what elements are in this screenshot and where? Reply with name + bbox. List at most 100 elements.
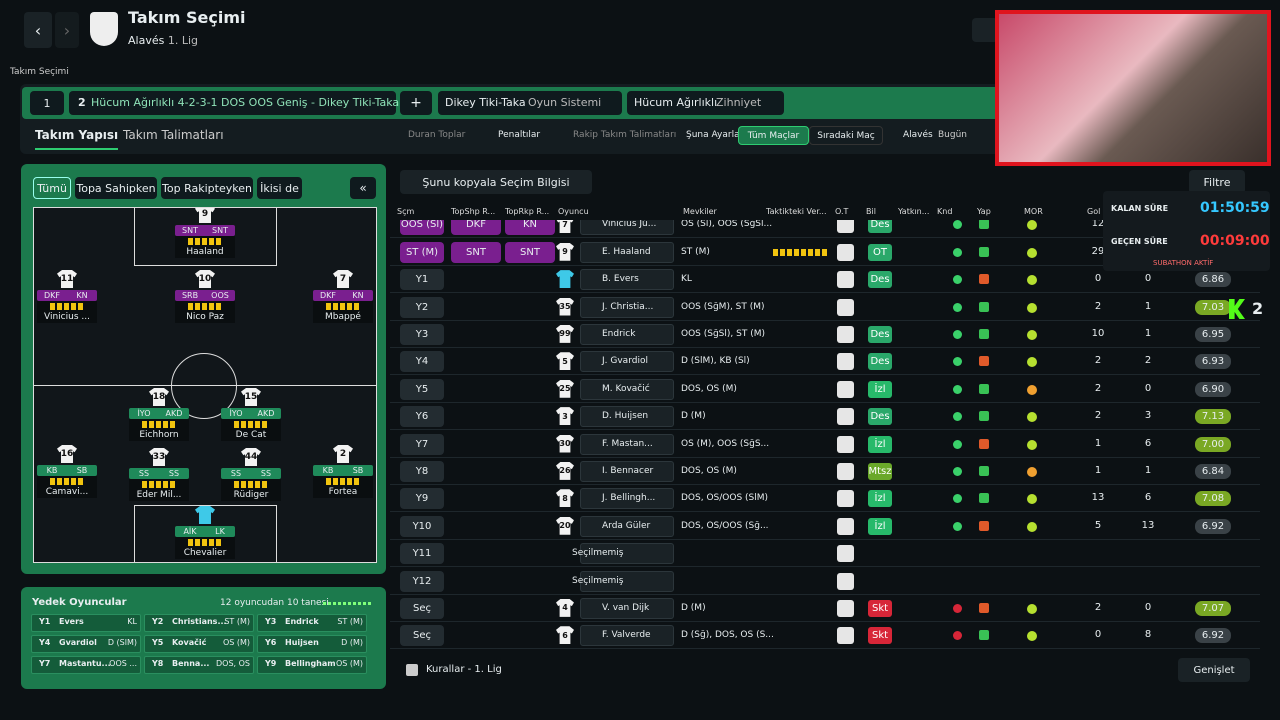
player-select[interactable] <box>580 323 674 345</box>
set-pieces[interactable]: Duran Toplar <box>408 130 466 140</box>
slot-button[interactable]: Y12 <box>400 570 444 592</box>
slot-button[interactable]: Y8 <box>400 460 444 482</box>
forward-button[interactable]: › <box>55 12 79 48</box>
role: AKD <box>257 409 275 418</box>
slot-button[interactable]: Seç <box>400 625 444 647</box>
sub-entry[interactable] <box>31 656 141 674</box>
role: LK <box>215 527 225 536</box>
info-button[interactable] <box>837 627 854 645</box>
expand-button[interactable]: Genişlet <box>1178 658 1250 682</box>
player-select[interactable] <box>580 296 674 318</box>
sub-entry[interactable] <box>257 656 367 674</box>
info-button[interactable] <box>837 435 854 453</box>
add-tactic[interactable]: + <box>400 91 432 115</box>
sub-entry[interactable] <box>31 635 141 653</box>
sub-entry[interactable] <box>257 614 367 632</box>
info-button[interactable] <box>837 325 854 343</box>
player-select[interactable] <box>580 515 674 537</box>
info-button[interactable] <box>837 490 854 508</box>
info-button[interactable] <box>837 545 854 563</box>
slot-button[interactable]: Seç <box>400 597 444 619</box>
info-button[interactable] <box>837 572 854 590</box>
back-button[interactable]: ‹ <box>24 12 52 48</box>
player-select[interactable] <box>580 543 674 565</box>
pitch-filter[interactable]: İkisi de <box>257 177 302 199</box>
info-button[interactable] <box>837 517 854 535</box>
info-button[interactable] <box>837 353 854 371</box>
player-select[interactable] <box>580 570 674 592</box>
sub-entry[interactable] <box>144 656 254 674</box>
tactic-slot[interactable]: 1 <box>30 91 64 115</box>
rules[interactable]: Kurallar - 1. Lig <box>426 664 502 675</box>
pitch-filter[interactable]: Tümü <box>33 177 71 199</box>
system-select[interactable] <box>438 91 622 115</box>
player-select[interactable] <box>580 406 674 428</box>
collapse-button[interactable]: « <box>350 177 376 199</box>
positions: DOS, OS (M) <box>681 465 737 476</box>
sub-entry[interactable] <box>144 635 254 653</box>
sub-entry[interactable] <box>144 614 254 632</box>
form <box>979 465 989 476</box>
info-button[interactable] <box>837 220 854 234</box>
player-name: B. Evers <box>602 274 639 285</box>
subs-count: 12 oyuncudan 10 tanesi <box>220 598 329 608</box>
slot-button[interactable]: Y2 <box>400 296 444 318</box>
penalties[interactable]: Penaltılar <box>498 130 541 140</box>
info-button[interactable] <box>837 298 854 316</box>
icon-button[interactable] <box>972 18 998 42</box>
tab[interactable]: Takım Talimatları <box>123 128 224 142</box>
role-select[interactable]: KN <box>505 220 555 236</box>
slot-button[interactable]: Y1 <box>400 269 444 291</box>
info-button[interactable] <box>837 271 854 289</box>
player-select[interactable] <box>580 625 674 647</box>
status: İzl <box>868 380 892 398</box>
player-name: Nico Paz <box>186 311 224 322</box>
player-select[interactable] <box>580 597 674 619</box>
filter-button[interactable]: Filtre <box>1189 170 1245 194</box>
shirt: 9 <box>195 208 215 223</box>
sub-entry[interactable] <box>257 635 367 653</box>
info-button[interactable] <box>837 599 854 617</box>
slot-button[interactable]: Y5 <box>400 378 444 400</box>
player-select[interactable] <box>580 220 674 236</box>
player-select[interactable] <box>580 269 674 291</box>
column-header: Mevkiler <box>683 207 717 216</box>
player-select[interactable] <box>580 433 674 455</box>
slot-button[interactable]: Y11 <box>400 543 444 565</box>
slot-button[interactable]: Y9 <box>400 488 444 510</box>
system: Dikey Tiki-Taka <box>445 96 526 109</box>
player-select[interactable] <box>580 460 674 482</box>
all-matches[interactable]: Tüm Maçlar <box>738 126 809 145</box>
mentality-select[interactable] <box>627 91 784 115</box>
slot-button[interactable]: Y4 <box>400 351 444 373</box>
tab-active[interactable]: Takım Yapısı <box>35 128 119 150</box>
copy-select[interactable]: Şunu kopyala Seçim Bilgisi <box>400 170 592 194</box>
slot-button[interactable]: OOS (Sl) <box>400 220 444 236</box>
opposition[interactable]: Rakip Takım Talimatları <box>573 130 677 140</box>
player-select[interactable] <box>580 351 674 373</box>
stars <box>142 481 176 488</box>
tactic-select[interactable] <box>69 91 396 115</box>
player-select[interactable] <box>580 488 674 510</box>
slot-button[interactable]: Y10 <box>400 515 444 537</box>
player-name: Arda Güler <box>602 520 651 531</box>
role-select[interactable]: SNT <box>451 241 501 263</box>
slot-button[interactable]: ST (M) <box>400 241 444 263</box>
info-button[interactable] <box>837 408 854 426</box>
slot-button[interactable]: Y3 <box>400 323 444 345</box>
status: Des <box>868 353 892 371</box>
player-select[interactable] <box>580 378 674 400</box>
pitch-filter[interactable]: Top Rakipteyken <box>161 177 253 199</box>
next-match[interactable]: Sıradaki Maç <box>809 126 883 145</box>
info-button[interactable] <box>837 380 854 398</box>
sub-entry[interactable] <box>31 614 141 632</box>
role-select[interactable]: SNT <box>505 241 555 263</box>
slot-button[interactable]: Y6 <box>400 406 444 428</box>
info-button[interactable] <box>837 243 854 261</box>
pitch-filter[interactable]: Topa Sahipken <box>75 177 157 199</box>
info-button[interactable] <box>837 462 854 480</box>
status: Des <box>868 220 892 234</box>
player-select[interactable] <box>580 241 674 263</box>
slot-button[interactable]: Y7 <box>400 433 444 455</box>
role-select[interactable]: DKF <box>451 220 501 236</box>
